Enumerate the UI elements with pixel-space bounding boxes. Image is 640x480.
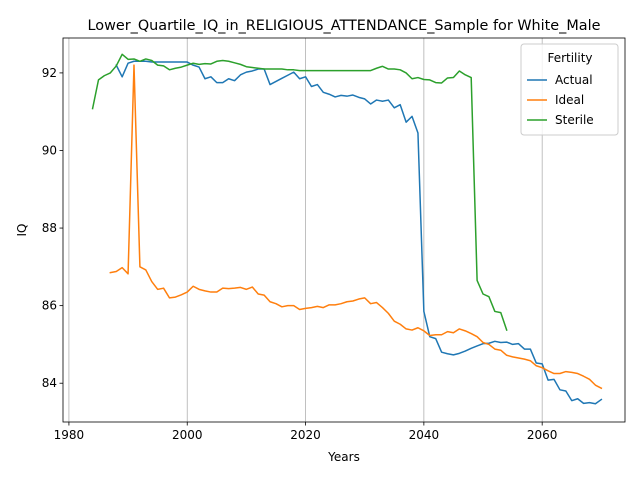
y-tick-label-88: 88 xyxy=(42,221,57,235)
legend-entries: Actual Ideal Sterile xyxy=(527,73,594,127)
plot-area-frame xyxy=(62,37,626,423)
series-line-actual xyxy=(115,60,603,405)
x-tick-label-2060: 2060 xyxy=(527,428,558,442)
y-tick-label-86: 86 xyxy=(42,299,57,313)
x-axis-label: Years xyxy=(327,450,360,464)
legend-label-actual: Actual xyxy=(555,73,593,87)
y-tick-label-90: 90 xyxy=(42,143,57,157)
x-tick-label-1980: 1980 xyxy=(54,428,85,442)
legend-title: Fertility xyxy=(547,51,592,65)
x-tick-label-2040: 2040 xyxy=(409,428,440,442)
legend: Fertility Actual Ideal Sterile xyxy=(520,43,619,136)
y-axis: 84 86 88 90 92 xyxy=(42,66,63,390)
series-layer xyxy=(91,53,603,405)
x-axis: 1980 2000 2020 2040 2060 xyxy=(54,422,558,442)
y-axis-label: IQ xyxy=(15,224,29,237)
y-tick-label-84: 84 xyxy=(42,376,57,390)
grid-lines xyxy=(68,38,543,422)
x-tick-label-2000: 2000 xyxy=(172,428,203,442)
series-line-sterile xyxy=(91,53,508,332)
legend-box xyxy=(520,43,619,136)
chart-title: Lower_Quartile_IQ_in_RELIGIOUS_ATTENDANC… xyxy=(88,18,601,34)
legend-label-sterile: Sterile xyxy=(555,113,594,127)
series-line-ideal xyxy=(109,64,603,390)
x-tick-label-2020: 2020 xyxy=(290,428,321,442)
legend-label-ideal: Ideal xyxy=(555,93,584,107)
y-tick-label-92: 92 xyxy=(42,66,57,80)
